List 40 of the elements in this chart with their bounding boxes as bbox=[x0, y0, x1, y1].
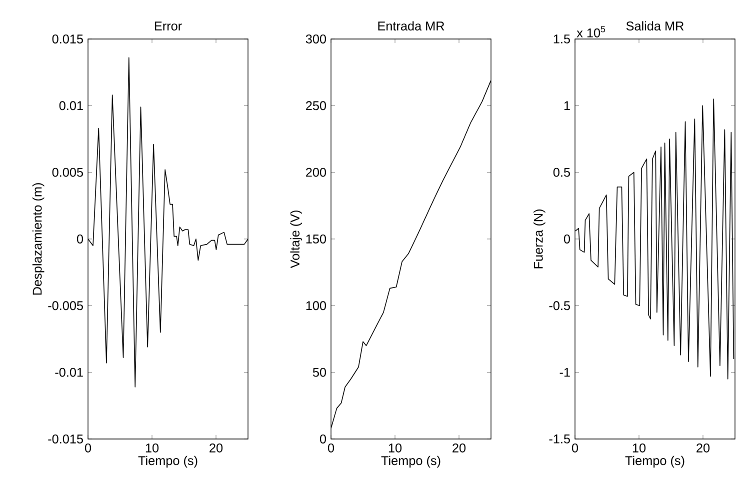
y-tick-label: 150 bbox=[306, 234, 326, 244]
y-tick-label: -0.015 bbox=[48, 434, 83, 444]
text: x 10$^{5}$ bbox=[576, 26, 606, 38]
x-tick-label: 10 bbox=[388, 443, 402, 452]
y-tick-label: 250 bbox=[306, 101, 326, 110]
x-tick-label: 0 bbox=[328, 443, 334, 452]
x-axis-title: Tiempo (s) bbox=[625, 456, 684, 468]
y-tick-label: 0 bbox=[76, 234, 84, 244]
y-tick-label: 1 bbox=[564, 101, 570, 110]
y-tick-label: 300 bbox=[306, 34, 326, 44]
y-tick-label: 50 bbox=[312, 368, 326, 377]
x-tick-label: 0 bbox=[84, 443, 92, 452]
chart-title: Error bbox=[154, 22, 182, 31]
y-axis-title: Fuerza (N) bbox=[534, 210, 546, 268]
y-tick-label: -0.005 bbox=[48, 301, 83, 310]
x-tick-label: 10 bbox=[632, 443, 646, 452]
y-tick-label: -0.01 bbox=[55, 368, 83, 377]
y-tick-label: 200 bbox=[306, 168, 326, 177]
y-tick-label: 0.005 bbox=[52, 168, 83, 177]
x-tick-label: 20 bbox=[452, 443, 466, 452]
y-tick-label: 0.5 bbox=[553, 168, 570, 177]
x-axis-title: Tiempo (s) bbox=[381, 456, 440, 468]
y-tick-label: 0.015 bbox=[52, 34, 83, 44]
y-tick-label: 0 bbox=[564, 234, 570, 244]
y-tick-label: 0.01 bbox=[59, 101, 83, 110]
y-tick-label: -0.5 bbox=[549, 301, 570, 310]
y-tick-label: -1 bbox=[560, 368, 570, 377]
x-tick-label: 20 bbox=[210, 443, 223, 452]
y-tick-label: -1.5 bbox=[549, 434, 570, 444]
x-tick-label: 20 bbox=[696, 443, 710, 452]
chart-title: Salida MR bbox=[626, 21, 684, 31]
x-tick-label: 0 bbox=[572, 443, 578, 452]
y-tick-label: 1.5 bbox=[554, 34, 570, 44]
y-tick-label: 100 bbox=[306, 301, 326, 310]
x-tick-label: 10 bbox=[146, 443, 159, 452]
y-tick-label: 0 bbox=[320, 434, 326, 444]
chart-title: Entrada MR bbox=[378, 21, 444, 31]
x-axis-title: Tiempo (s) bbox=[138, 456, 198, 468]
y-axis-title: Desplazamiento (m) bbox=[32, 183, 44, 295]
y-axis-title: Voltaje (V) bbox=[290, 210, 302, 268]
